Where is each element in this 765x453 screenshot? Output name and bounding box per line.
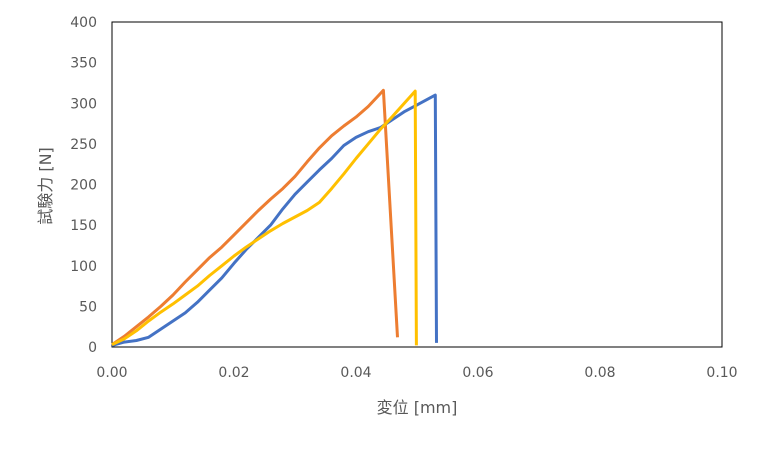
y-tick-label: 250	[70, 137, 97, 153]
y-tick-label: 150	[70, 218, 97, 234]
series-line-3	[111, 89, 418, 346]
y-axis-label: 試験力 [N]	[36, 147, 55, 225]
x-tick-label: 0.10	[706, 365, 737, 381]
x-tick-label: 0.00	[96, 365, 127, 381]
x-tick-labels: 0.00 0.02 0.04 0.06 0.08 0.10	[96, 365, 737, 381]
series-layer	[111, 88, 438, 347]
series-line-2	[111, 88, 399, 346]
x-axis-label: 変位 [mm]	[377, 398, 458, 417]
y-tick-label: 350	[70, 56, 97, 72]
y-tick-labels: 0 50 100 150 200 250 300 350 400	[70, 15, 97, 356]
y-tick-label: 200	[70, 178, 97, 194]
y-tick-label: 50	[79, 299, 97, 315]
y-tick-label: 100	[70, 259, 97, 275]
x-tick-label: 0.06	[462, 365, 493, 381]
y-tick-label: 0	[88, 340, 97, 356]
y-tick-label: 400	[70, 15, 97, 31]
x-tick-label: 0.02	[218, 365, 249, 381]
x-tick-label: 0.08	[584, 365, 615, 381]
y-tick-label: 300	[70, 96, 97, 112]
x-tick-label: 0.04	[340, 365, 371, 381]
